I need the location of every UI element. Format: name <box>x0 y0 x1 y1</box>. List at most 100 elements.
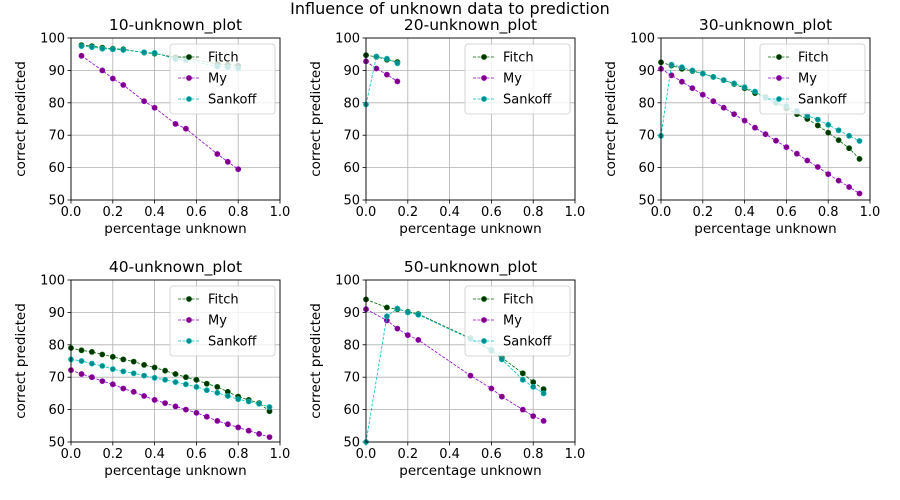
data-point <box>741 117 748 124</box>
y-axis-label: correct predicted <box>13 61 29 177</box>
data-point <box>120 82 127 88</box>
data-point <box>394 325 401 332</box>
data-point <box>404 332 411 338</box>
data-point <box>214 383 221 390</box>
y-tick-label: 50 <box>638 194 655 209</box>
subplot-5: 0.0 0.2 0.4 0.6 0.8 1.0 50 60 70 80 90 100 Fitch My Sa… <box>308 258 585 479</box>
legend-swatch-marker <box>186 96 192 102</box>
y-tick-label: 50 <box>343 194 360 209</box>
data-point <box>235 424 242 431</box>
data-point <box>846 184 852 190</box>
data-point <box>141 49 147 56</box>
axes-frame <box>365 279 576 443</box>
data-point <box>498 356 505 363</box>
data-point <box>162 367 168 374</box>
legend-swatch-marker <box>481 75 487 81</box>
data-point <box>214 389 221 396</box>
y-tick-label: 100 <box>40 32 65 47</box>
data-point <box>856 138 863 144</box>
legend-label: Fitch <box>798 51 829 66</box>
legend: Fitch My Sankoff <box>464 43 571 115</box>
x-tick-label: 0.8 <box>523 205 544 220</box>
data-point <box>130 358 137 365</box>
legend-swatch-marker <box>481 338 487 344</box>
data-point <box>540 390 547 397</box>
axes-frame <box>70 37 281 201</box>
series-sankoff <box>68 356 273 410</box>
legend-swatch-marker <box>776 96 782 102</box>
data-point <box>224 158 231 165</box>
data-point <box>783 144 790 151</box>
series-my <box>363 306 547 424</box>
legend-label: My <box>208 314 227 329</box>
y-tick-label: 50 <box>343 436 360 451</box>
subplot-grid: 0.0 0.2 0.4 0.6 0.8 1.0 50 60 70 80 90 100 Fitch My Sa… <box>13 16 880 479</box>
x-tick-label: 0.4 <box>439 205 460 220</box>
legend-label: Fitch <box>503 293 534 308</box>
x-tick-label: 0.0 <box>61 205 82 220</box>
x-tick-label: 0.0 <box>356 205 377 220</box>
data-point <box>151 50 158 56</box>
data-point <box>78 371 85 377</box>
subplot-2: 0.0 0.2 0.4 0.6 0.8 1.0 50 60 70 80 90 100 Fitch My Sa… <box>308 16 585 237</box>
subplot-title: 30-unknown_plot <box>699 16 832 35</box>
x-tick-label: 0.8 <box>523 447 544 462</box>
data-point <box>856 190 863 197</box>
legend-swatch-marker <box>481 296 487 302</box>
axes-frame <box>365 37 576 201</box>
data-point <box>172 379 179 385</box>
data-point <box>266 404 273 410</box>
data-point <box>245 398 252 405</box>
data-point <box>699 91 706 98</box>
legend-label: My <box>208 72 227 87</box>
data-point <box>394 305 401 312</box>
data-point <box>846 132 852 139</box>
data-point <box>415 336 422 343</box>
series-line <box>365 60 398 82</box>
data-point <box>203 413 210 420</box>
series-my <box>78 52 242 173</box>
data-point <box>668 72 675 79</box>
y-tick-label: 70 <box>343 129 360 144</box>
legend-label: Sankoff <box>208 93 257 108</box>
x-tick-label: 0.4 <box>734 205 755 220</box>
data-point <box>109 46 116 53</box>
y-tick-label: 60 <box>343 161 360 176</box>
data-point <box>78 52 85 59</box>
data-point <box>404 309 411 316</box>
y-tick-label: 80 <box>343 338 360 353</box>
data-point <box>519 370 526 377</box>
data-point <box>193 376 200 383</box>
x-tick-label: 0.4 <box>144 447 165 462</box>
data-point <box>794 150 800 157</box>
data-point <box>130 388 137 395</box>
x-tick-label: 0.2 <box>692 205 713 220</box>
series-line <box>365 308 544 443</box>
data-point <box>182 125 189 132</box>
legend-label: My <box>503 314 522 329</box>
series-my <box>68 367 273 440</box>
data-point <box>151 396 158 403</box>
data-point <box>773 137 779 144</box>
legend-swatch-marker <box>186 54 192 60</box>
x-axis-label: percentage unknown <box>104 221 247 237</box>
data-point <box>394 60 401 67</box>
legend-label: Fitch <box>503 51 534 66</box>
legend-swatch-marker <box>481 96 487 102</box>
axes-frame <box>70 279 281 443</box>
legend-box <box>464 285 571 357</box>
data-point <box>540 417 547 424</box>
data-point <box>109 353 116 360</box>
subplot-3: 0.0 0.2 0.4 0.6 0.8 1.0 50 60 70 80 90 100 Fitch My Sa… <box>603 16 880 237</box>
data-point <box>668 61 675 68</box>
legend-swatch-marker <box>186 75 192 81</box>
data-point <box>224 421 231 428</box>
series-line <box>70 369 270 438</box>
data-point <box>825 171 832 177</box>
data-point <box>689 67 696 74</box>
legend-swatch-marker <box>186 317 192 323</box>
y-axis-label: correct predicted <box>13 303 29 419</box>
data-point <box>679 78 685 85</box>
subplot-1: 0.0 0.2 0.4 0.6 0.8 1.0 50 60 70 80 90 100 Fitch My Sa… <box>13 16 290 237</box>
